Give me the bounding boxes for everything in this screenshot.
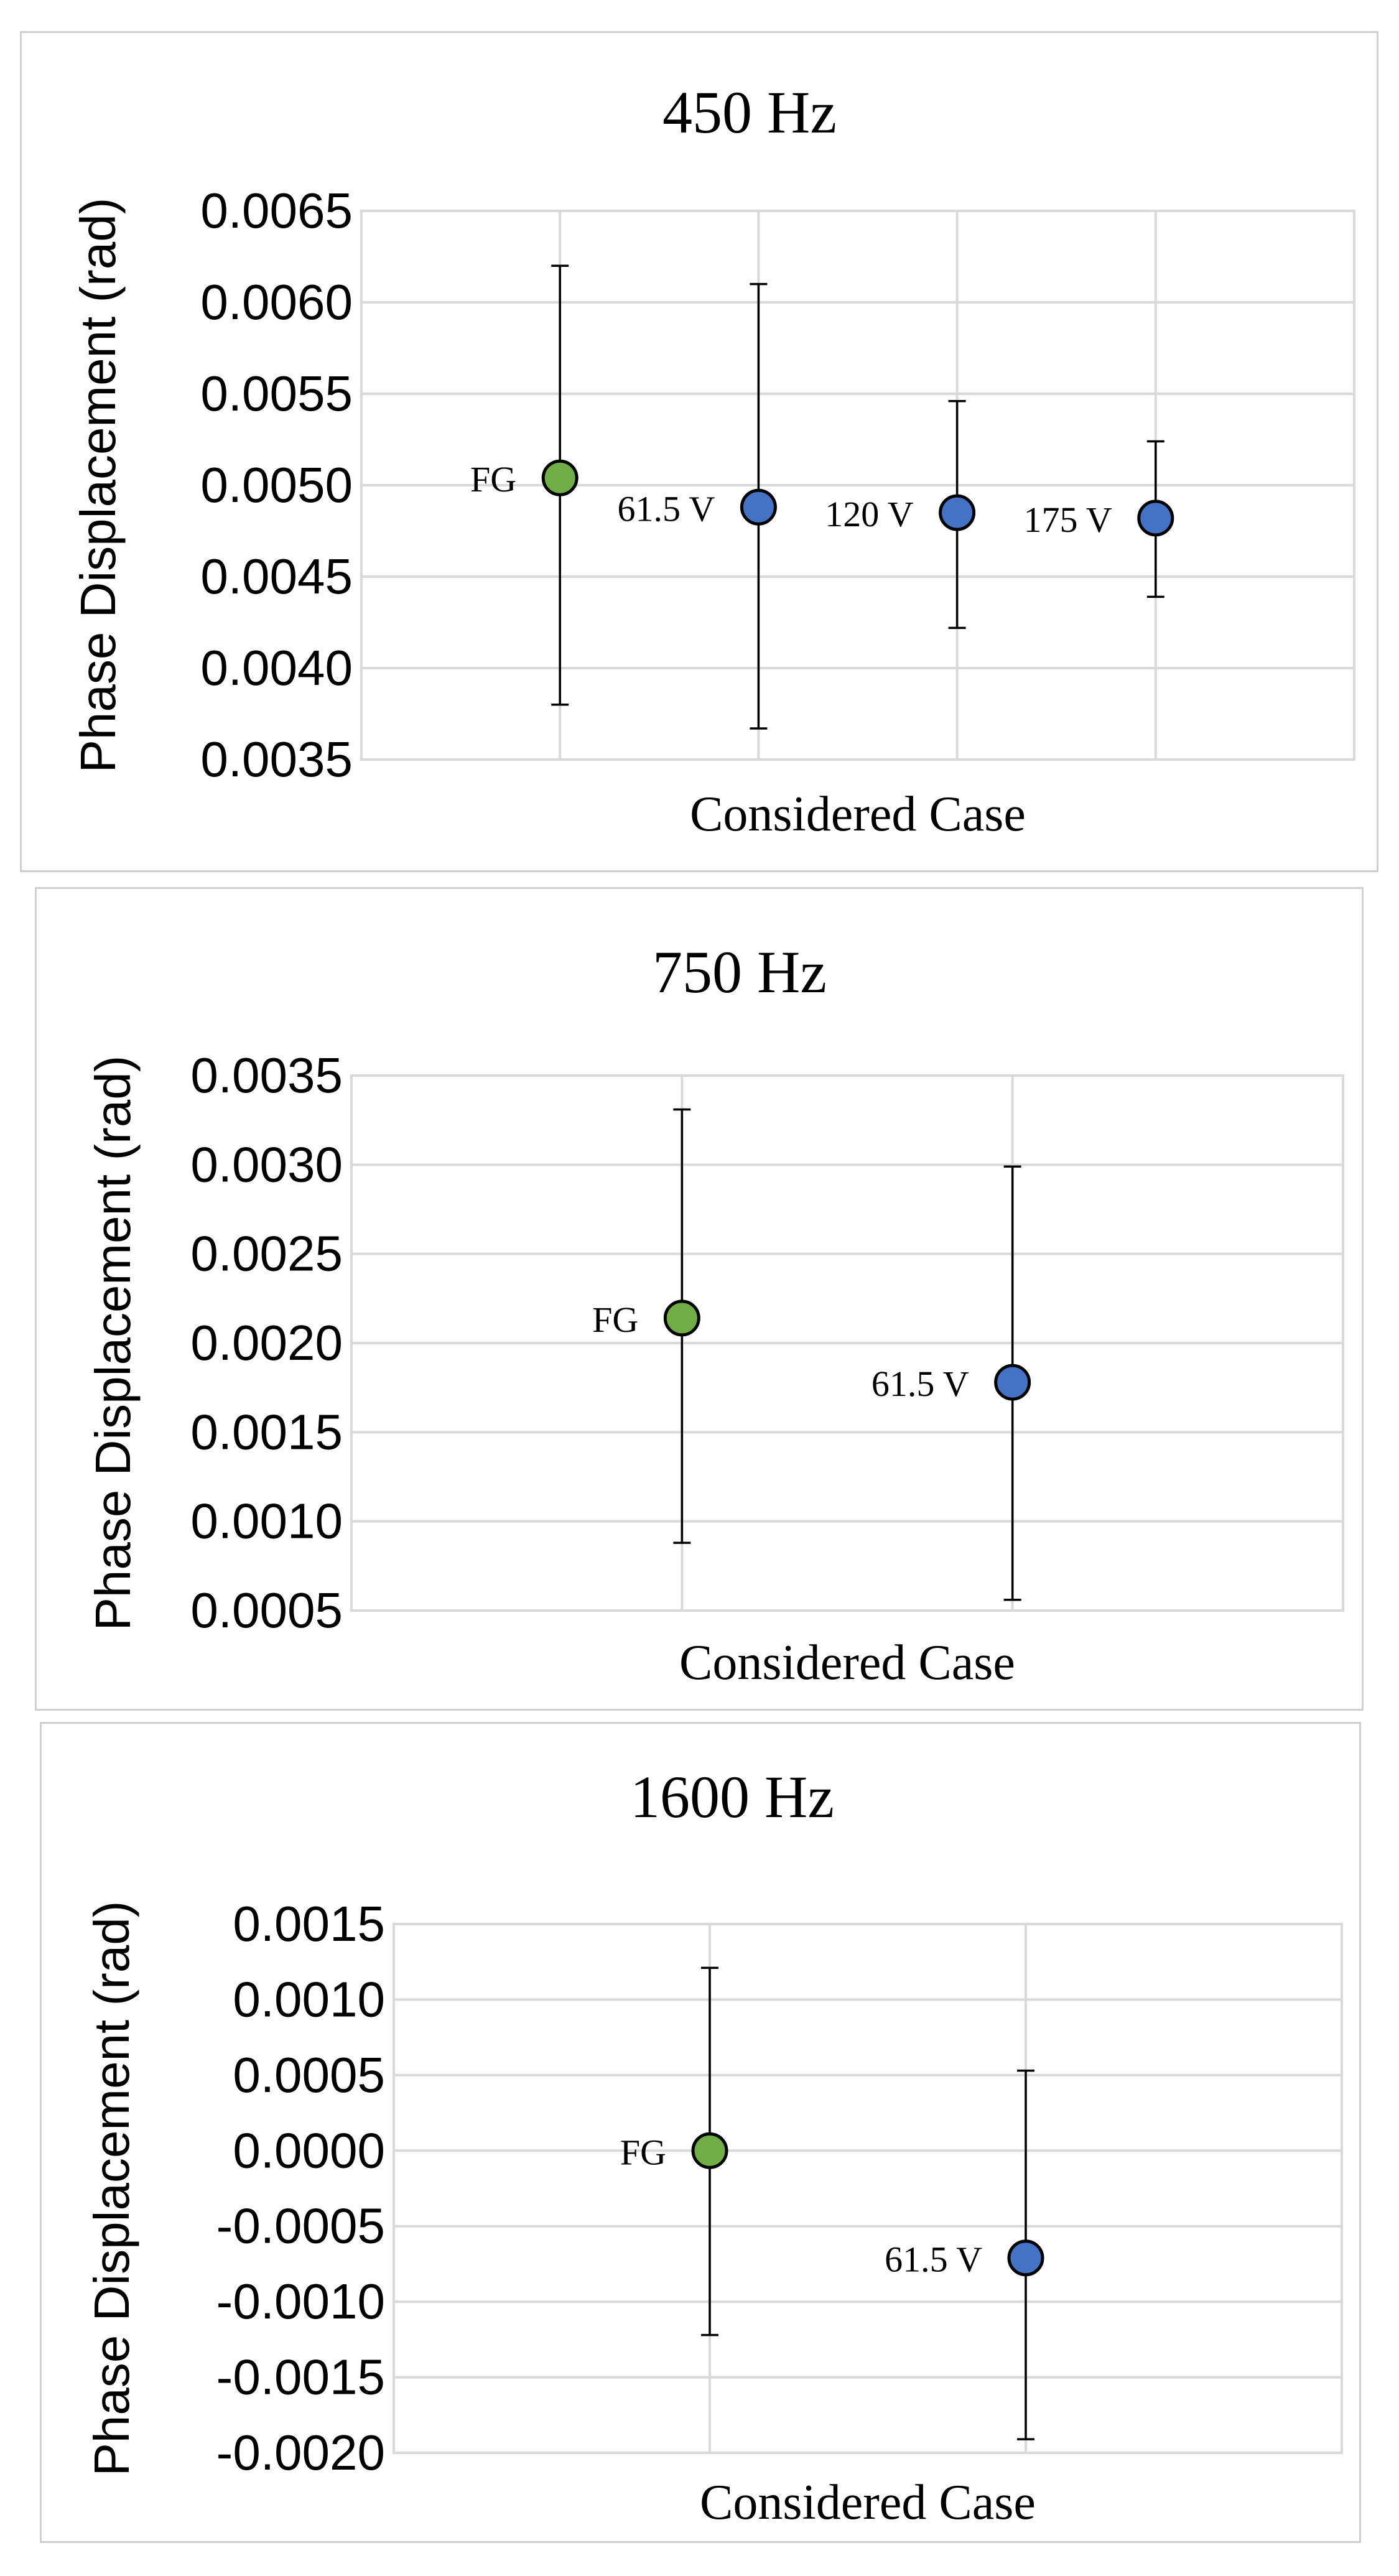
y-tick-label: 0.0020 — [190, 1315, 343, 1370]
y-tick-label: -0.0005 — [216, 2198, 385, 2254]
data-point — [1007, 2239, 1044, 2277]
chart-panel-750hz: 750 Hz 0.0035 0.0030 0.0025 0.0020 0.0015 0.00… — [35, 887, 1364, 1711]
data-point — [740, 488, 777, 526]
data-point-label: 175 V — [1023, 500, 1112, 540]
plot-area — [393, 1923, 1343, 2454]
data-point-label: FG — [470, 459, 516, 500]
y-tick-label: 0.0050 — [200, 457, 353, 513]
y-tick-label: 0.0000 — [233, 2123, 385, 2178]
y-tick-label: 0.0045 — [200, 549, 353, 604]
y-tick-label: 0.0040 — [200, 640, 353, 695]
y-tick-label: 0.0015 — [190, 1404, 343, 1459]
data-point-label: 61.5 V — [871, 1364, 969, 1404]
chart-1600hz: 1600 Hz 0.0015 0.0010 0.0005 0.0000 -0.0005 -0… — [84, 1764, 1343, 2530]
data-point-label: FG — [620, 2132, 666, 2172]
x-axis-label: Considered Case — [690, 787, 1026, 842]
chart-title: 450 Hz — [662, 79, 837, 146]
y-tick-label: 0.0065 — [200, 183, 353, 238]
y-tick-label: 0.0010 — [190, 1494, 343, 1549]
data-point — [1137, 500, 1174, 537]
y-tick-label: 0.0015 — [233, 1896, 385, 1951]
y-tick-label: -0.0020 — [216, 2425, 385, 2480]
data-point — [541, 459, 579, 496]
chart-title: 750 Hz — [653, 939, 827, 1005]
y-tick-label: 0.0030 — [190, 1137, 343, 1192]
y-tick-label: 0.0005 — [190, 1583, 343, 1638]
x-axis-label: Considered Case — [700, 2475, 1036, 2530]
y-tick-label: -0.0015 — [216, 2350, 385, 2405]
x-axis-label: Considered Case — [679, 1635, 1015, 1690]
chart-750hz: 750 Hz 0.0035 0.0030 0.0025 0.0020 0.0015 0.00… — [85, 939, 1344, 1690]
plot-area — [350, 1074, 1344, 1612]
y-tick-label: 0.0060 — [200, 274, 353, 330]
data-point-label: 120 V — [825, 494, 913, 534]
data-point-label: FG — [592, 1300, 638, 1340]
chart-panel-450hz: 450 Hz 0.0065 0.0060 0.0055 0.0050 0.0045 0.00… — [20, 31, 1378, 872]
chart-panel-1600hz: 1600 Hz 0.0015 0.0010 0.0005 0.0000 -0.0005 -0… — [40, 1722, 1361, 2543]
y-tick-label: 0.0005 — [233, 2047, 385, 2103]
data-point-label: 61.5 V — [618, 488, 715, 529]
y-tick-label: 0.0055 — [200, 366, 353, 421]
data-point — [691, 2132, 728, 2169]
y-tick-label: 0.0010 — [233, 1971, 385, 2027]
y-axis-label: Phase Displacement (rad) — [70, 198, 126, 773]
y-axis-label: Phase Displacement (rad) — [85, 1056, 141, 1631]
y-tick-label: 0.0035 — [200, 732, 353, 787]
chart-title: 1600 Hz — [630, 1764, 834, 1830]
plot-area — [360, 210, 1355, 761]
chart-450hz: 450 Hz 0.0065 0.0060 0.0055 0.0050 0.0045 0.00… — [70, 79, 1355, 842]
y-axis-label: Phase Displacement (rad) — [84, 1901, 139, 2476]
y-tick-label: -0.0010 — [216, 2274, 385, 2329]
y-tick-label: 0.0025 — [190, 1226, 343, 1281]
data-point-label: 61.5 V — [885, 2239, 982, 2280]
data-point — [663, 1300, 700, 1337]
y-tick-label: 0.0035 — [190, 1048, 343, 1103]
data-point — [939, 494, 976, 531]
data-point — [994, 1364, 1031, 1401]
